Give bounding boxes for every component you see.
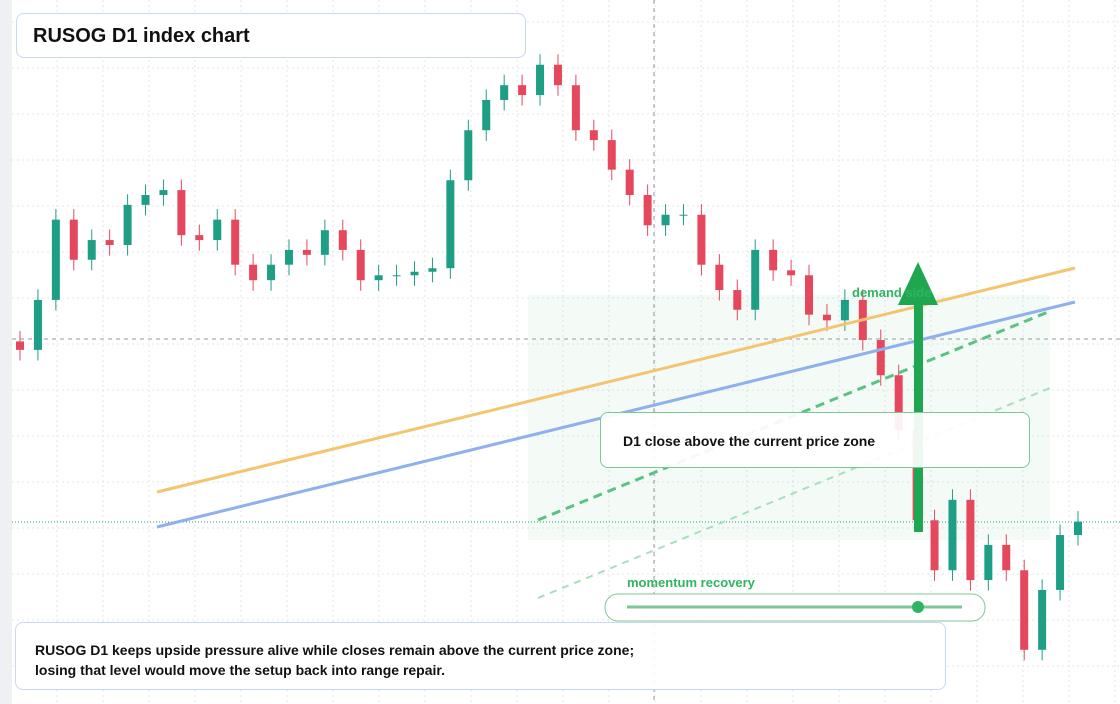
candle-body bbox=[625, 169, 634, 196]
candle-body bbox=[787, 270, 796, 276]
candle-body bbox=[482, 99, 491, 131]
candle-body bbox=[966, 499, 975, 581]
candle-body bbox=[822, 314, 831, 321]
candle-body bbox=[302, 249, 311, 255]
candle-body bbox=[105, 240, 114, 245]
candle-body bbox=[33, 299, 42, 350]
candle-body bbox=[894, 375, 903, 431]
candle-body bbox=[159, 190, 168, 196]
candle-body bbox=[553, 64, 562, 86]
candle-body bbox=[123, 204, 132, 245]
slider-label: momentum recovery bbox=[627, 575, 755, 590]
candle-body bbox=[840, 299, 849, 321]
candle-body bbox=[1038, 589, 1047, 650]
candle-body bbox=[249, 264, 258, 281]
candle-body bbox=[607, 140, 616, 170]
candle-body bbox=[751, 249, 760, 310]
slider-knob bbox=[912, 601, 924, 613]
candle-body bbox=[338, 230, 347, 250]
candle-body bbox=[141, 195, 150, 205]
candle-body bbox=[16, 341, 24, 350]
candle-body bbox=[267, 264, 276, 281]
candle-body bbox=[571, 85, 580, 131]
candle-body bbox=[320, 230, 329, 255]
candle-body bbox=[948, 499, 957, 571]
candle-body bbox=[536, 64, 545, 96]
candle-body bbox=[231, 219, 240, 265]
candle-body bbox=[428, 268, 437, 272]
candle-body bbox=[464, 130, 473, 181]
candle-body bbox=[589, 130, 598, 141]
candle-body bbox=[1056, 535, 1065, 590]
candle-body bbox=[1002, 544, 1011, 571]
grid bbox=[12, 0, 1120, 704]
candle-body bbox=[643, 195, 652, 226]
candle-body bbox=[876, 340, 885, 376]
candle-body bbox=[374, 275, 383, 281]
candle-body bbox=[518, 85, 527, 96]
candles bbox=[16, 54, 1082, 661]
zone-label: demand side bbox=[852, 285, 932, 300]
candle-body bbox=[410, 271, 419, 276]
candle-body bbox=[697, 214, 706, 265]
candle-body bbox=[446, 180, 455, 269]
chart-title: RUSOG D1 index chart bbox=[16, 13, 526, 58]
candle-body bbox=[500, 85, 509, 100]
candle-body bbox=[984, 544, 993, 581]
candle-body bbox=[1020, 570, 1029, 650]
candle-body bbox=[177, 190, 186, 236]
note: D1 close above the current price zone bbox=[600, 412, 1030, 468]
candle-body bbox=[356, 249, 365, 281]
summary-line: RUSOG D1 keeps upside pressure alive whi… bbox=[35, 642, 635, 658]
summary-line: losing that level would move the setup b… bbox=[35, 662, 445, 678]
candle-body bbox=[213, 219, 222, 241]
candle-body bbox=[284, 249, 293, 265]
candle-body bbox=[733, 290, 742, 310]
left-edge bbox=[0, 0, 12, 704]
candle-body bbox=[661, 214, 670, 226]
candle-body bbox=[195, 235, 204, 241]
summary: RUSOG D1 keeps upside pressure alive whi… bbox=[15, 622, 946, 690]
candle-body bbox=[715, 264, 724, 291]
candle-body bbox=[769, 249, 778, 271]
candle-body bbox=[87, 240, 96, 260]
candle-body bbox=[51, 219, 60, 300]
candle-body bbox=[679, 214, 688, 216]
candle-body bbox=[805, 275, 814, 315]
arrow-head bbox=[898, 262, 938, 305]
candle-body bbox=[392, 275, 401, 277]
candle-body bbox=[69, 219, 78, 260]
candle-body bbox=[1074, 521, 1082, 536]
candle-body bbox=[930, 520, 939, 571]
